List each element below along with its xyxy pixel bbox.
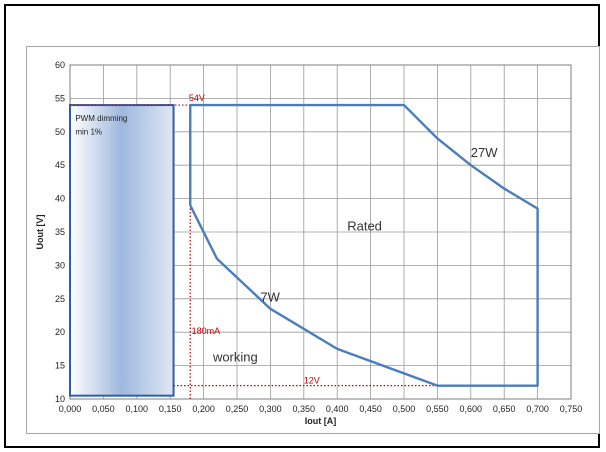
x-tick-label: 0,700	[526, 404, 549, 414]
series-group	[189, 103, 539, 387]
x-tick-label: 0,000	[59, 404, 82, 414]
x-tick-label: 0,500	[393, 404, 416, 414]
annotation-label: min 1%	[75, 127, 102, 136]
y-tick-label: 25	[55, 294, 65, 304]
tick-labels: 0,000 0,050 0,100 0,150 0,200 0,250 0,300 0,350…	[55, 60, 582, 414]
y-tick-label: 55	[55, 93, 65, 103]
x-tick-label: 0,250	[226, 404, 249, 414]
y-tick-label: 60	[55, 60, 65, 70]
x-tick-label: 0,450	[359, 404, 382, 414]
chart-frame: 0,000 0,050 0,100 0,150 0,200 0,250 0,300 0,350…	[4, 4, 600, 448]
x-tick-label: 0,100	[126, 404, 149, 414]
chart-svg: 0,000 0,050 0,100 0,150 0,200 0,250 0,300 0,350…	[35, 60, 582, 426]
gridlines	[69, 64, 572, 400]
x-tick-label: 0,300	[259, 404, 282, 414]
x-axis-label: Iout [A]	[305, 416, 337, 426]
x-tick-label: 0,550	[426, 404, 449, 414]
y-tick-label: 40	[55, 194, 65, 204]
y-tick-label: 45	[55, 160, 65, 170]
y-tick-label: 30	[55, 260, 65, 270]
chart-area: 0,000 0,050 0,100 0,150 0,200 0,250 0,300 0,350…	[26, 46, 600, 434]
y-tick-label: 15	[55, 361, 65, 371]
x-tick-label: 0,200	[192, 404, 215, 414]
y-tick-label: 35	[55, 227, 65, 237]
annotation-label: 12V	[304, 376, 320, 386]
x-tick-label: 0,750	[560, 404, 583, 414]
annotation-label: PWM dimming	[75, 114, 127, 123]
y-tick-label: 20	[55, 327, 65, 337]
annotation-label: working	[212, 350, 258, 365]
y-tick-label: 50	[55, 127, 65, 137]
pwm-region-group	[69, 104, 175, 397]
annotation-label: 180mA	[192, 326, 221, 336]
x-tick-label: 0,600	[460, 404, 483, 414]
x-tick-label: 0,050	[92, 404, 115, 414]
x-tick-label: 0,650	[493, 404, 516, 414]
reference-lines	[70, 104, 438, 399]
annotation-label: 27W	[471, 145, 498, 160]
y-tick-label: 10	[55, 394, 65, 404]
operating-area-line	[189, 103, 539, 387]
annotation-label: 54V	[189, 93, 205, 103]
x-tick-label: 0,350	[293, 404, 316, 414]
x-tick-label: 0,150	[159, 404, 182, 414]
pwm-dimming-region	[69, 104, 175, 397]
annotation-label: Rated	[347, 219, 382, 234]
annotations: 54V PWM dimming min 1% 27W Rated 7W 180mA worki…	[75, 93, 498, 386]
y-axis-label: Uout [V]	[35, 215, 45, 250]
annotation-label: 7W	[260, 289, 280, 304]
x-tick-label: 0,400	[326, 404, 349, 414]
